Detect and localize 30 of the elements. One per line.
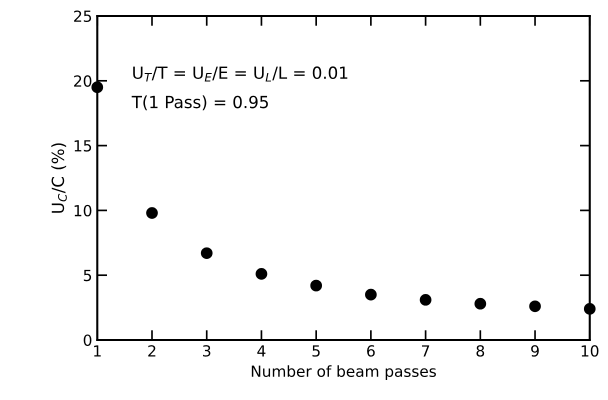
point	[146, 207, 158, 219]
y-tick-label: 5	[84, 270, 92, 282]
x-tick-label: 7	[422, 345, 430, 356]
y-tick-label: 20	[74, 75, 92, 87]
point	[420, 294, 432, 306]
y-tick-label: 25	[74, 10, 92, 22]
point	[474, 298, 486, 310]
point	[91, 81, 104, 94]
x-tick-label: 8	[476, 345, 484, 357]
annotation: U$_{T}$/T = U$_{E}$/E = U$_{L}$/L = 0.01	[133, 66, 348, 82]
x-tick-label: 5	[312, 345, 320, 357]
x-tick-label: 3	[203, 345, 210, 357]
y-tick-label: 15	[74, 140, 92, 152]
y-axis-title: U$_{C}$/C (%)	[51, 143, 67, 213]
x-axis-title: Number of beam passes	[252, 365, 436, 380]
x-tick-label: 10	[582, 345, 598, 357]
x-tick-label: 2	[148, 345, 156, 356]
point	[310, 280, 322, 292]
point	[256, 268, 268, 280]
x-tick-label: 9	[531, 345, 539, 357]
point	[529, 300, 541, 312]
y-tick-label: 10	[74, 204, 92, 216]
point	[584, 303, 596, 315]
point	[365, 288, 377, 300]
annotation: T(1 Pass) = 0.95	[132, 95, 268, 110]
y-tick-label: 0	[84, 334, 92, 346]
x-tick-label: 6	[367, 345, 375, 357]
point	[200, 247, 213, 260]
x-tick-label: 1	[94, 345, 101, 356]
x-tick-label: 4	[257, 345, 266, 356]
